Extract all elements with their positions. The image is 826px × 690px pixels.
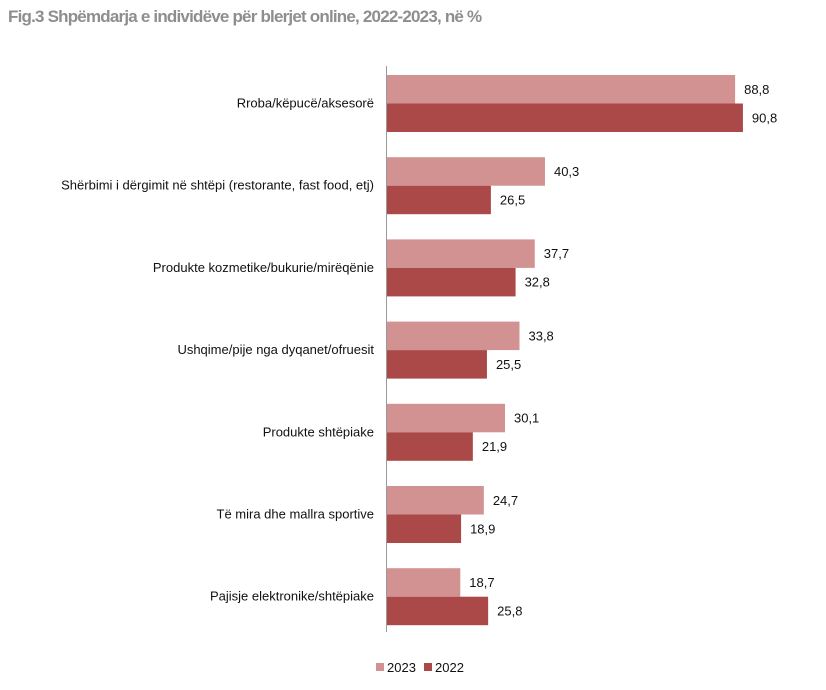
value-label-2023: 40,3 [554,164,579,179]
value-label-2023: 18,7 [469,575,494,590]
value-label-2022: 25,5 [496,357,521,372]
value-label-2023: 37,7 [544,246,569,261]
legend: 2023 2022 [376,660,464,675]
bar-2022 [387,185,491,215]
bar-2023 [387,75,736,104]
value-label-2022: 21,9 [482,439,507,454]
bar-2022 [387,432,473,461]
bar-2023 [387,486,484,515]
bar-2023 [387,568,461,597]
bar-2023 [387,239,535,268]
value-label-2022: 32,8 [525,275,550,290]
category-label: Pajisje elektronike/shtëpiake [210,589,374,604]
category-label: Rroba/këpucë/aksesorë [237,96,374,111]
legend-label-2023: 2023 [387,660,416,675]
value-label-2023: 88,8 [744,82,769,97]
bars-group: Rroba/këpucë/aksesorë 88,8 90,8 Shërbimi i … [61,75,777,626]
value-label-2023: 33,8 [528,328,553,343]
bar-2022 [387,514,462,543]
category-label: Produkte shtëpiake [263,424,374,439]
bar-2022 [387,103,743,132]
category-label: Shërbimi i dërgimit në shtëpi (restorant… [61,178,374,193]
value-label-2022: 18,9 [470,521,495,536]
value-label-2022: 25,8 [497,603,522,618]
value-label-2023: 24,7 [493,493,518,508]
legend-swatch-2022 [424,663,432,671]
bar-2022 [387,596,489,626]
bar-2023 [387,321,520,351]
category-label: Të mira dhe mallra sportive [217,507,375,522]
value-label-2022: 26,5 [500,192,525,207]
legend-swatch-2023 [376,663,384,671]
category-label: Produkte kozmetike/bukurie/mirëqënie [153,260,374,275]
chart-title: Fig.3 Shpëmdarja e individëve për blerje… [8,7,482,26]
value-label-2023: 30,1 [514,411,539,426]
value-label-2022: 90,8 [752,110,777,125]
bar-2023 [387,403,505,433]
legend-label-2022: 2022 [435,660,464,675]
bar-2023 [387,157,545,186]
category-label: Ushqime/pije nga dyqanet/ofruesit [177,342,374,357]
bar-2022 [387,267,516,297]
bar-2022 [387,350,487,379]
